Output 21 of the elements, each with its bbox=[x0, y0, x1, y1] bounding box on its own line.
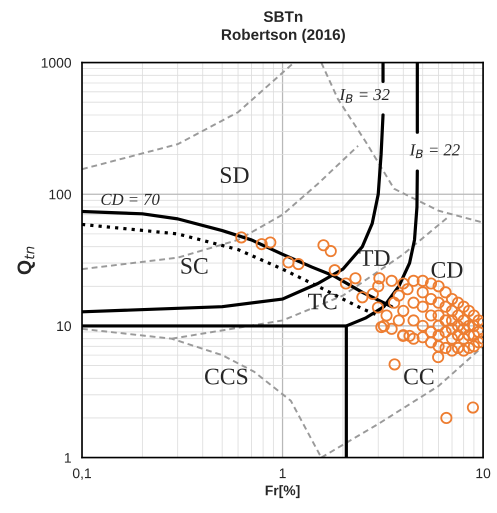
y-tick-label: 10 bbox=[57, 321, 72, 332]
x-tick-label: 10 bbox=[476, 468, 490, 478]
annotation: I$_{B}$ = 32 bbox=[339, 89, 390, 103]
x-tick-label: 1 bbox=[280, 468, 286, 478]
chart-subtitle: Robertson (2016) bbox=[222, 28, 345, 44]
y-tick-label: 1 bbox=[64, 453, 71, 463]
y-tick-label: 1000 bbox=[42, 58, 72, 68]
y-tick-label: 100 bbox=[49, 190, 72, 200]
chart-title: SBTn bbox=[264, 11, 302, 22]
x-tick-label: 0,1 bbox=[72, 468, 91, 480]
annotation: SC bbox=[181, 258, 208, 274]
annotation: CD = 70 bbox=[101, 194, 160, 206]
annotation: SD bbox=[220, 167, 249, 184]
annotation: TD bbox=[359, 250, 390, 266]
y-axis-title: Q$_{tn}$ bbox=[17, 246, 35, 274]
x-axis-title: Fr[%] bbox=[266, 485, 300, 498]
annotation: CC bbox=[404, 368, 434, 385]
annotation: CCS bbox=[205, 368, 248, 385]
annotation: CD bbox=[432, 262, 462, 278]
annotation: I$_{B}$ = 22 bbox=[410, 144, 460, 158]
annotation: TC bbox=[308, 294, 336, 310]
